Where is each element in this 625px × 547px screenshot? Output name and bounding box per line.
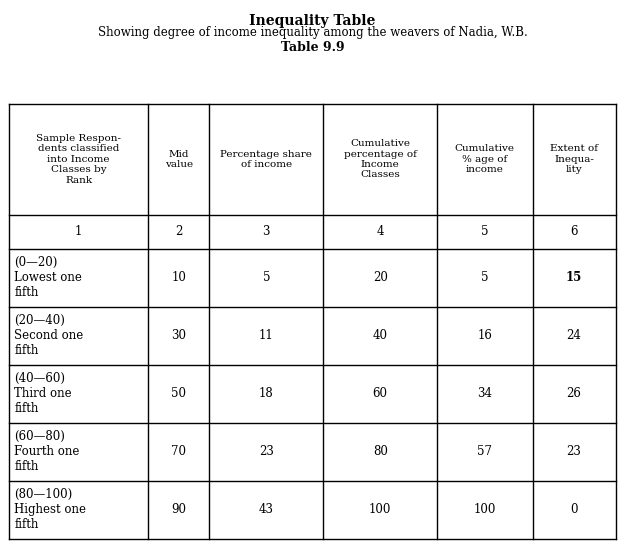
- Text: 11: 11: [259, 329, 274, 342]
- Text: 40: 40: [372, 329, 388, 342]
- Text: 34: 34: [478, 387, 492, 400]
- Text: 100: 100: [369, 503, 391, 516]
- Text: 24: 24: [567, 329, 581, 342]
- Text: 57: 57: [478, 445, 492, 458]
- Text: 80: 80: [372, 445, 388, 458]
- Text: 23: 23: [259, 445, 274, 458]
- Text: 15: 15: [566, 271, 582, 284]
- Text: 2: 2: [175, 225, 182, 238]
- Text: Extent of
Inequa-
lity: Extent of Inequa- lity: [550, 144, 598, 174]
- Text: 23: 23: [567, 445, 581, 458]
- Text: 100: 100: [474, 503, 496, 516]
- Text: (0—20)
Lowest one
fifth: (0—20) Lowest one fifth: [14, 256, 83, 299]
- Text: 60: 60: [372, 387, 388, 400]
- Text: Percentage share
of income: Percentage share of income: [221, 150, 312, 169]
- Text: 16: 16: [478, 329, 492, 342]
- Text: Cumulative
% age of
income: Cumulative % age of income: [455, 144, 515, 174]
- Text: 20: 20: [372, 271, 388, 284]
- Text: (20—40)
Second one
fifth: (20—40) Second one fifth: [14, 315, 84, 357]
- Text: Inequality Table: Inequality Table: [249, 14, 376, 28]
- Text: 26: 26: [567, 387, 581, 400]
- Text: 70: 70: [171, 445, 186, 458]
- Text: Showing degree of income inequality among the weavers of Nadia, W.B.: Showing degree of income inequality amon…: [98, 26, 528, 39]
- Text: 18: 18: [259, 387, 274, 400]
- Text: 5: 5: [481, 271, 489, 284]
- Text: (60—80)
Fourth one
fifth: (60—80) Fourth one fifth: [14, 430, 80, 473]
- Text: 90: 90: [171, 503, 186, 516]
- Text: 5: 5: [262, 271, 270, 284]
- Text: (80—100)
Highest one
fifth: (80—100) Highest one fifth: [14, 488, 86, 531]
- Text: 43: 43: [259, 503, 274, 516]
- Text: 30: 30: [171, 329, 186, 342]
- Text: 10: 10: [171, 271, 186, 284]
- Text: 1: 1: [75, 225, 82, 238]
- Text: 4: 4: [376, 225, 384, 238]
- Text: 6: 6: [571, 225, 578, 238]
- Text: Sample Respon-
dents classified
into Income
Classes by
Rank: Sample Respon- dents classified into Inc…: [36, 134, 121, 185]
- Text: 3: 3: [262, 225, 270, 238]
- Text: Mid
value: Mid value: [164, 150, 192, 169]
- Text: (40—60)
Third one
fifth: (40—60) Third one fifth: [14, 373, 72, 415]
- Text: 0: 0: [571, 503, 578, 516]
- Text: Table 9.9: Table 9.9: [281, 41, 344, 54]
- Text: Cumulative
percentage of
Income
Classes: Cumulative percentage of Income Classes: [344, 139, 417, 179]
- Text: 5: 5: [481, 225, 489, 238]
- Text: 50: 50: [171, 387, 186, 400]
